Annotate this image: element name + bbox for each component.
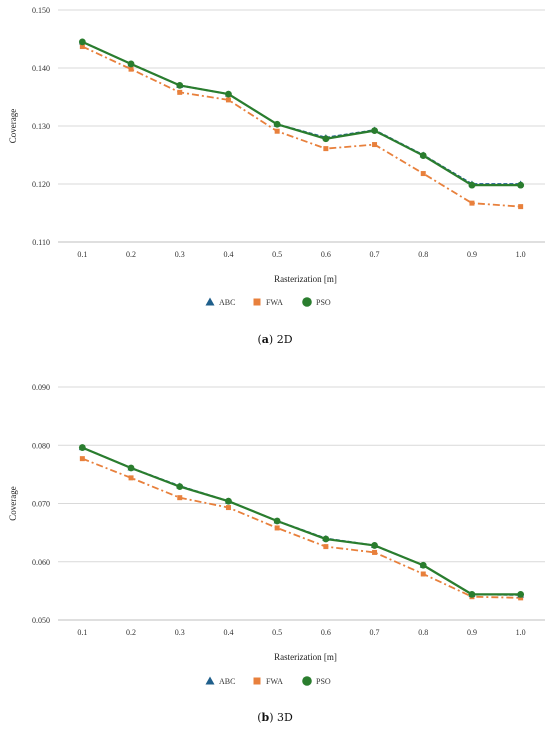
legend-marker-pso xyxy=(302,297,312,307)
x-tick-label: 0.3 xyxy=(175,628,185,637)
x-tick-label: 0.1 xyxy=(77,628,87,637)
legend-label-pso: PSO xyxy=(316,677,331,686)
point-fwa xyxy=(323,544,329,550)
legend-marker-pso xyxy=(302,676,312,686)
point-pso xyxy=(468,181,476,189)
series-line-pso xyxy=(81,40,521,187)
x-tick-label: 0.7 xyxy=(370,250,380,259)
point-pso xyxy=(371,542,378,549)
point-fwa xyxy=(372,549,378,555)
legend-marker-abc xyxy=(205,297,215,306)
x-tick-label: 0.1 xyxy=(77,250,87,259)
point-fwa xyxy=(79,44,85,50)
series-line-abc xyxy=(82,446,521,596)
point-pso xyxy=(322,535,330,543)
x-tick-label: 0.6 xyxy=(321,250,331,259)
point-pso xyxy=(517,590,525,598)
y-axis-label: Coverage xyxy=(8,109,18,143)
panel-3d: 0.050 0.060 0.070 0.080 0.090 0.1 0.2 0.3 0.4 0.5… xyxy=(8,383,545,724)
x-tick-label: 0.5 xyxy=(272,628,282,637)
point-pso xyxy=(176,82,184,89)
y-axis-label: Coverage xyxy=(8,486,18,520)
series-line-abc xyxy=(81,41,521,185)
legend-marker-abc xyxy=(205,676,215,685)
x-axis-label: Rasterization [m] xyxy=(274,652,337,662)
point-pso xyxy=(225,90,232,98)
point-pso xyxy=(127,464,135,472)
x-tick-label: 0.2 xyxy=(126,628,136,637)
point-pso xyxy=(468,590,476,598)
point-fwa xyxy=(323,146,329,152)
legend-label-abc: ABC xyxy=(219,298,235,307)
point-fwa xyxy=(274,128,280,134)
point-pso xyxy=(225,497,232,505)
legend-label-pso: PSO xyxy=(316,298,331,307)
y-tick-label: 0.130 xyxy=(32,122,50,131)
x-tick-label: 0.6 xyxy=(321,628,331,637)
y-tick-label: 0.090 xyxy=(32,383,50,392)
point-pso xyxy=(176,483,184,491)
series-line-fwa xyxy=(82,457,521,599)
y-tick-label: 0.080 xyxy=(32,441,50,450)
x-tick-label: 0.9 xyxy=(467,628,477,637)
point-fwa xyxy=(128,66,134,72)
point-fwa xyxy=(79,456,85,462)
y-tick-label: 0.110 xyxy=(32,238,50,247)
point-pso xyxy=(273,120,281,128)
legend-marker-fwa xyxy=(253,298,261,306)
panel-caption: (a) 2D xyxy=(257,333,292,346)
legend-label-abc: ABC xyxy=(219,677,235,686)
point-fwa xyxy=(372,142,378,148)
x-tick-label: 0.9 xyxy=(467,250,477,259)
point-pso xyxy=(78,38,86,46)
x-tick-label: 0.4 xyxy=(223,250,233,259)
point-pso xyxy=(78,444,86,451)
panel-2d: 0.110 0.120 0.130 0.140 0.150 0.1 0.2 0.3 0.4 0.5… xyxy=(8,6,545,346)
point-pso xyxy=(127,60,135,68)
y-tick-label: 0.120 xyxy=(32,180,50,189)
point-fwa xyxy=(420,571,426,577)
legend-label-fwa: FWA xyxy=(266,298,283,307)
point-pso xyxy=(371,127,378,135)
point-pso xyxy=(322,135,330,143)
series-line-fwa xyxy=(81,45,521,208)
point-fwa xyxy=(128,475,134,481)
y-tick-label: 0.060 xyxy=(32,558,50,567)
point-pso xyxy=(273,517,281,525)
x-tick-label: 0.5 xyxy=(272,250,282,259)
x-tick-label: 0.2 xyxy=(126,250,136,259)
y-tick-label: 0.140 xyxy=(32,64,50,73)
point-fwa xyxy=(469,200,475,206)
point-fwa xyxy=(420,171,426,177)
x-tick-label: 0.8 xyxy=(418,628,428,637)
y-tick-label: 0.150 xyxy=(32,6,50,15)
point-fwa xyxy=(518,595,524,601)
y-tick-label: 0.050 xyxy=(32,616,50,625)
point-fwa xyxy=(225,97,231,103)
point-pso xyxy=(419,561,427,569)
point-pso xyxy=(419,152,427,159)
panel-caption: (b) 3D xyxy=(257,711,293,724)
x-tick-label: 0.8 xyxy=(418,250,428,259)
x-tick-label: 0.3 xyxy=(175,250,185,259)
point-fwa xyxy=(225,505,231,511)
x-axis-label: Rasterization [m] xyxy=(274,274,337,284)
point-pso xyxy=(517,181,525,189)
point-fwa xyxy=(177,89,183,95)
legend-label-fwa: FWA xyxy=(266,677,283,686)
legend-marker-fwa xyxy=(253,677,261,685)
point-fwa xyxy=(177,495,183,501)
y-tick-label: 0.070 xyxy=(32,500,50,509)
x-tick-label: 1.0 xyxy=(516,250,526,259)
x-tick-label: 0.4 xyxy=(223,628,233,637)
x-tick-label: 1.0 xyxy=(516,628,526,637)
point-fwa xyxy=(274,525,280,531)
series-line-pso xyxy=(81,446,521,596)
x-tick-label: 0.7 xyxy=(370,628,380,637)
point-fwa xyxy=(518,204,524,210)
